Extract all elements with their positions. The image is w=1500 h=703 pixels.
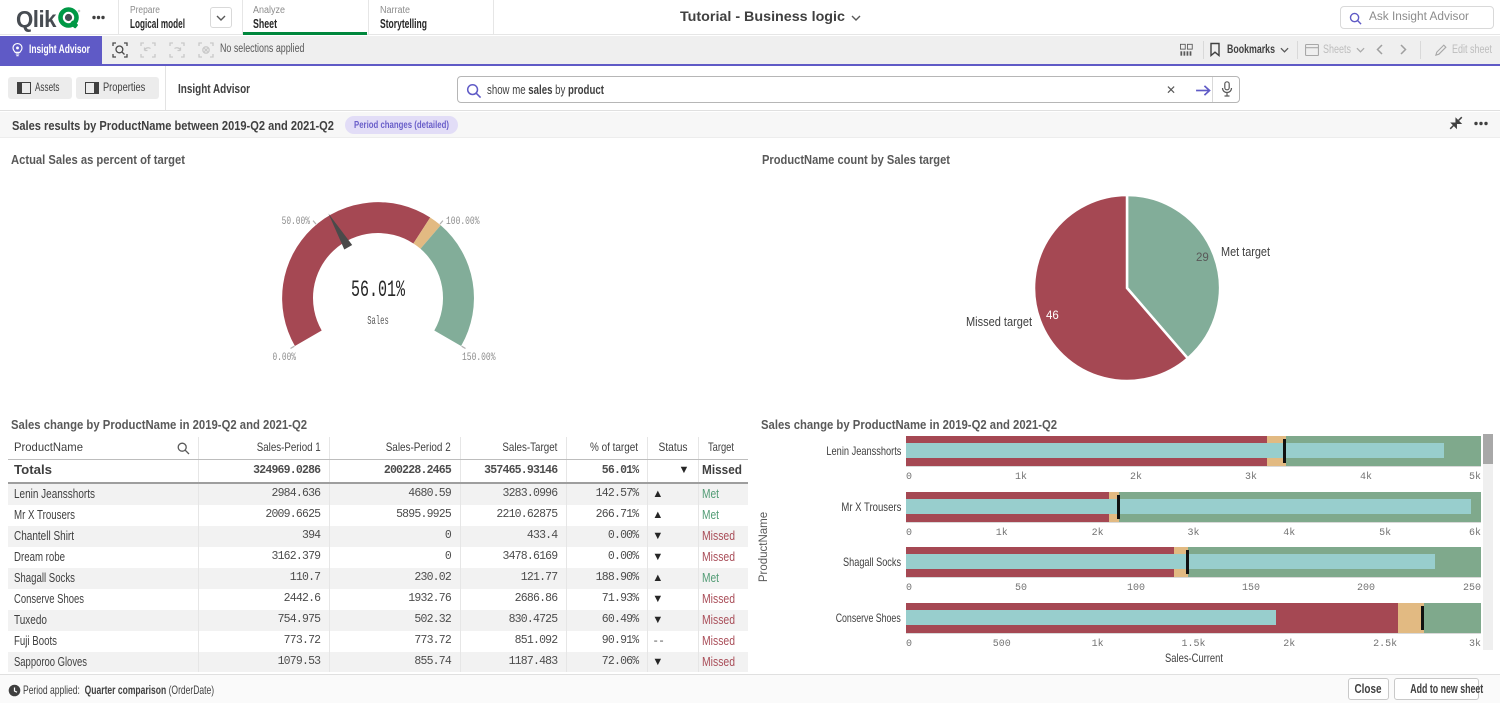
svg-text:0.00%: 0.00% [273,352,297,364]
svg-text:Sales: Sales [367,314,389,328]
svg-text:50.00%: 50.00% [282,216,311,228]
svg-text:150.00%: 150.00% [462,352,496,364]
svg-text:100.00%: 100.00% [446,216,480,228]
svg-text:29: 29 [1196,252,1209,264]
svg-text:56.01%: 56.01% [351,277,405,303]
svg-text:46: 46 [1046,310,1059,322]
